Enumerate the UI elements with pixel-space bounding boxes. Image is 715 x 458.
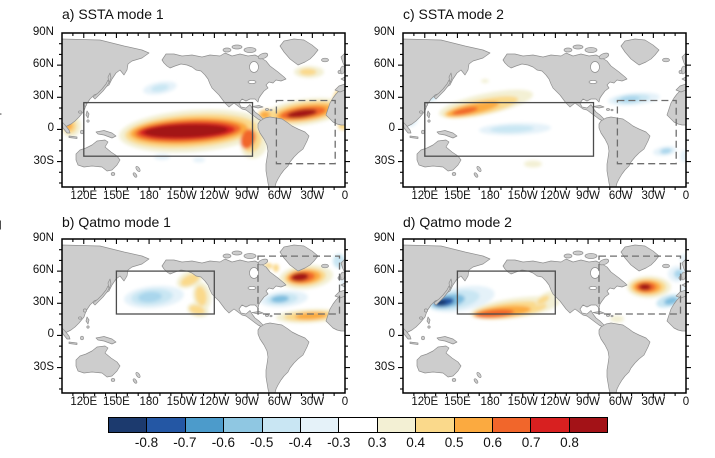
- colorbar-segment-11: [531, 418, 570, 432]
- map-panel-qatmo-mode2: [398, 238, 691, 398]
- x-tick-a-120E: 120E: [70, 190, 98, 202]
- y-tick-b-0: 0: [47, 328, 54, 341]
- y-tick-b-60N: 60N: [32, 264, 54, 277]
- colorbar-tick-0.5: 0.5: [444, 435, 464, 450]
- panel-a-title: a) SSTA mode 1: [62, 6, 164, 22]
- y-tick-c-90N: 90N: [373, 26, 395, 38]
- x-tick-a-180: 180: [139, 190, 159, 202]
- colorbar-segment-10: [492, 418, 532, 432]
- x-tick-a-90W: 90W: [235, 190, 259, 202]
- y-tick-c-0: 0: [388, 122, 395, 135]
- y-tick-d-90N: 90N: [373, 232, 395, 244]
- x-tick-c-150W: 150W: [507, 190, 538, 202]
- x-tick-c-150E: 150E: [443, 190, 471, 202]
- colorbar-tick--0.4: -0.4: [288, 435, 312, 450]
- x-tick-b-0: 0: [341, 396, 349, 408]
- colorbar-segment-3: [224, 418, 263, 432]
- colorbar-segment-7: [377, 418, 417, 432]
- x-tick-b-120W: 120W: [199, 396, 230, 408]
- colorbar-tick-0.8: 0.8: [560, 435, 579, 450]
- x-tick-d-60W: 60W: [608, 396, 633, 408]
- y-tick-a-30S: 30S: [33, 154, 54, 167]
- x-tick-a-150W: 150W: [166, 190, 197, 202]
- colorbar: [108, 417, 608, 433]
- y-tick-b-30S: 30S: [33, 360, 54, 373]
- x-tick-b-60W: 60W: [267, 396, 292, 408]
- colorbar-segment-0: [109, 418, 148, 432]
- y-tick-c-60N: 60N: [373, 58, 395, 71]
- x-tick-d-150E: 150E: [443, 396, 471, 408]
- y-tick-a-90N: 90N: [32, 26, 54, 38]
- y-tick-a-60N: 60N: [32, 58, 54, 71]
- colorbar-tick-0.7: 0.7: [521, 435, 541, 450]
- x-tick-c-30W: 30W: [641, 190, 666, 202]
- colorbar-segment-5: [300, 418, 340, 432]
- x-tick-c-0: 0: [682, 190, 690, 202]
- colorbar-segment-4: [262, 418, 301, 432]
- map-panel-ssta-mode1: [57, 32, 350, 192]
- y-tick-a-30N: 30N: [32, 90, 54, 103]
- x-tick-b-150E: 150E: [102, 396, 130, 408]
- panel-b-title: b) Qatmo mode 1: [62, 214, 171, 230]
- colorbar-tick-0.4: 0.4: [406, 435, 426, 450]
- y-tick-c-30S: 30S: [374, 154, 395, 167]
- panel-c-title: c) SSTA mode 2: [403, 6, 504, 22]
- x-tick-d-90W: 90W: [576, 396, 600, 408]
- colorbar-tick--0.5: -0.5: [250, 435, 274, 450]
- colorbar-tick--0.8: -0.8: [134, 435, 159, 450]
- edge-fragment-0: -: [0, 106, 2, 120]
- y-tick-d-30S: 30S: [374, 360, 395, 373]
- colorbar-segment-12: [569, 418, 608, 432]
- x-tick-d-120E: 120E: [411, 396, 439, 408]
- panel-d-title: d) Qatmo mode 2: [403, 214, 512, 230]
- map-panel-ssta-mode2: [398, 32, 691, 192]
- x-tick-d-0: 0: [682, 396, 690, 408]
- y-tick-b-90N: 90N: [32, 232, 54, 244]
- y-tick-d-0: 0: [388, 328, 395, 341]
- x-tick-a-60W: 60W: [267, 190, 292, 202]
- colorbar-segment-9: [454, 418, 493, 432]
- x-tick-d-30W: 30W: [641, 396, 666, 408]
- x-tick-d-180: 180: [480, 396, 500, 408]
- x-tick-d-120W: 120W: [540, 396, 571, 408]
- colorbar-tick--0.6: -0.6: [211, 435, 236, 450]
- x-tick-c-120W: 120W: [540, 190, 571, 202]
- y-tick-a-0: 0: [47, 122, 54, 135]
- map-panel-qatmo-mode1: [57, 238, 350, 398]
- colorbar-tick--0.7: -0.7: [173, 435, 197, 450]
- x-tick-c-180: 180: [480, 190, 500, 202]
- x-tick-a-120W: 120W: [199, 190, 230, 202]
- x-tick-a-150E: 150E: [102, 190, 130, 202]
- colorbar-segment-6: [339, 418, 378, 432]
- edge-fragment-1: q: [0, 216, 2, 230]
- colorbar-segment-1: [147, 418, 186, 432]
- y-tick-b-30N: 30N: [32, 296, 54, 309]
- x-tick-a-0: 0: [341, 190, 349, 202]
- y-tick-c-30N: 30N: [373, 90, 395, 103]
- x-tick-b-150W: 150W: [166, 396, 197, 408]
- colorbar-segment-2: [185, 418, 225, 432]
- x-tick-d-150W: 150W: [507, 396, 538, 408]
- x-tick-c-60W: 60W: [608, 190, 633, 202]
- colorbar-segment-8: [416, 418, 455, 432]
- colorbar-tick--0.3: -0.3: [327, 435, 351, 450]
- y-tick-d-60N: 60N: [373, 264, 395, 277]
- x-tick-a-30W: 30W: [300, 190, 325, 202]
- x-tick-c-120E: 120E: [411, 190, 439, 202]
- x-tick-b-120E: 120E: [70, 396, 98, 408]
- x-tick-b-90W: 90W: [235, 396, 259, 408]
- x-tick-b-180: 180: [139, 396, 159, 408]
- y-tick-d-30N: 30N: [373, 296, 395, 309]
- x-tick-c-90W: 90W: [576, 190, 600, 202]
- colorbar-tick-0.3: 0.3: [367, 435, 387, 450]
- x-tick-b-30W: 30W: [300, 396, 325, 408]
- colorbar-tick-0.6: 0.6: [483, 435, 502, 450]
